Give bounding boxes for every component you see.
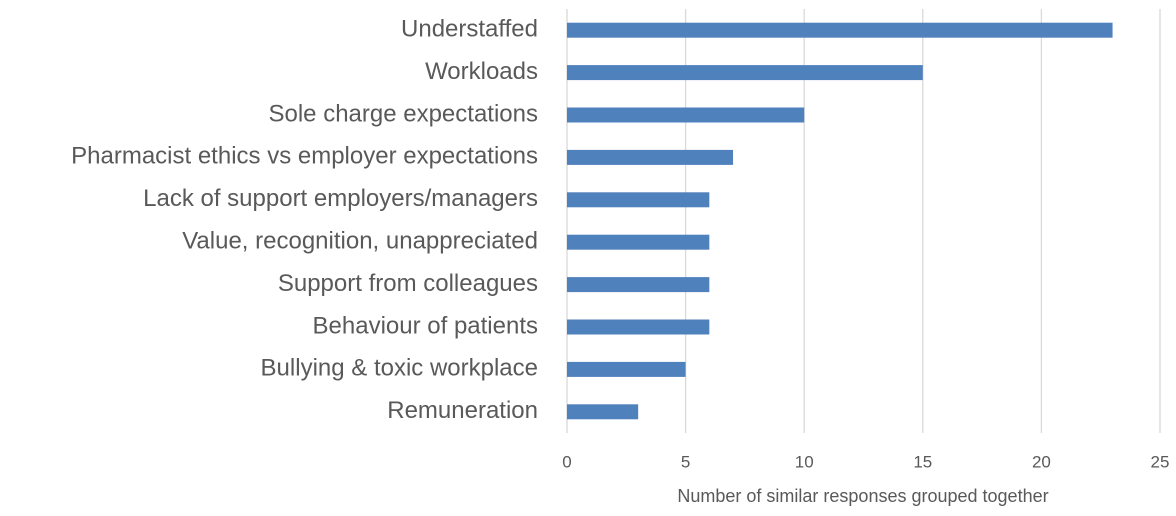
bar (567, 149, 734, 165)
x-tick-label: 20 (1032, 452, 1051, 471)
x-tick-label: 10 (795, 452, 814, 471)
bar (567, 319, 710, 335)
x-tick-label: 0 (562, 452, 571, 471)
bar (567, 107, 805, 123)
bar (567, 361, 686, 377)
y-tick-label: Pharmacist ethics vs employer expectatio… (71, 143, 538, 170)
y-tick-label: Remuneration (387, 397, 538, 424)
bar (567, 404, 639, 420)
bar (567, 234, 710, 250)
x-tick-label: 25 (1151, 452, 1170, 471)
bar (567, 22, 1113, 38)
bar (567, 65, 923, 81)
y-tick-label: Support from colleagues (278, 270, 538, 297)
y-tick-label: Understaffed (401, 16, 538, 43)
y-tick-label: Value, recognition, unappreciated (182, 228, 538, 255)
x-tick-label: 5 (681, 452, 690, 471)
bar (567, 277, 710, 293)
y-tick-label: Behaviour of patients (313, 312, 538, 339)
bar (567, 192, 710, 208)
y-tick-label: Sole charge expectations (268, 100, 538, 127)
y-tick-label: Workloads (425, 58, 538, 85)
y-tick-label: Bullying & toxic workplace (261, 355, 538, 382)
x-axis-title: Number of similar responses grouped toge… (677, 486, 1048, 506)
y-tick-label: Lack of support employers/managers (143, 185, 538, 212)
x-tick-label: 15 (913, 452, 932, 471)
